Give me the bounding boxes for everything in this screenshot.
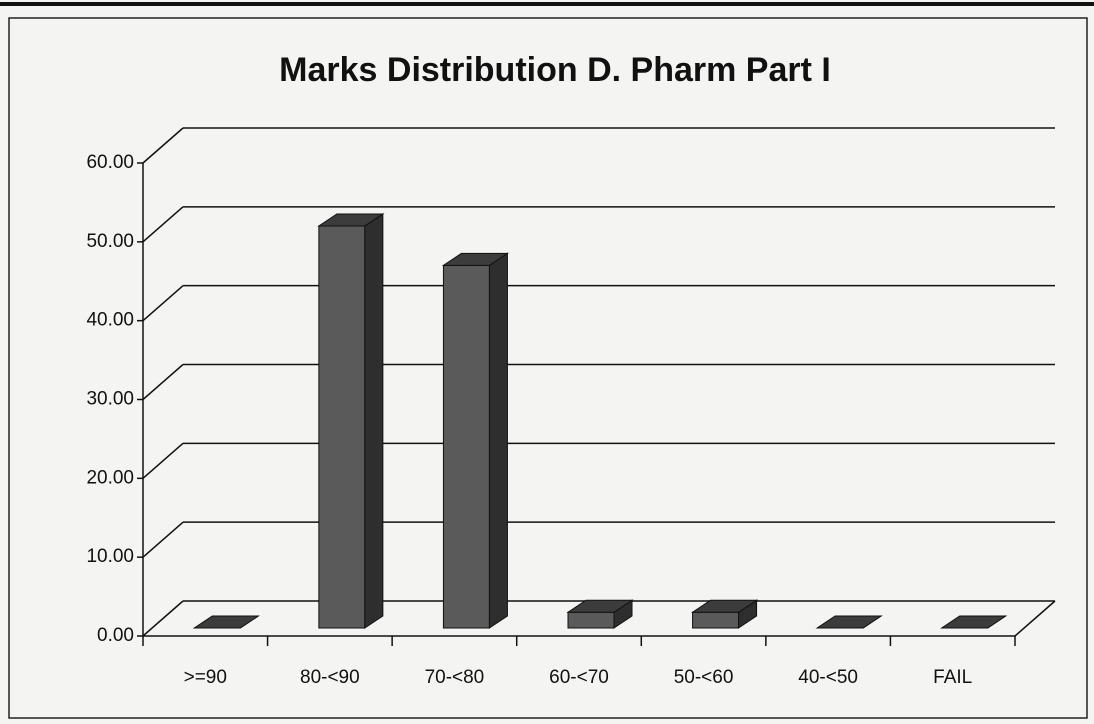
grid-line-side <box>142 206 184 243</box>
bar-side <box>488 252 508 629</box>
grid-line-side <box>142 285 184 322</box>
grid-line-side <box>142 442 184 479</box>
bar-top <box>192 615 260 629</box>
bar <box>317 213 385 629</box>
grid-line-side <box>142 127 184 164</box>
bar <box>815 615 883 629</box>
x-tick-label: 80-<90 <box>300 667 360 688</box>
chart-title: Marks Distribution D. Pharm Part I <box>279 51 831 89</box>
y-tick-label: 60.00 <box>86 152 134 173</box>
x-tick-label: 40-<50 <box>798 667 858 688</box>
grid-line-side <box>142 600 184 637</box>
bar <box>566 599 634 629</box>
y-tick-label: 20.00 <box>86 467 134 488</box>
bar-top <box>940 615 1008 629</box>
x-tick-label: 60-<70 <box>549 667 609 688</box>
bar-front <box>567 611 615 629</box>
y-tick-label: 50.00 <box>86 231 134 252</box>
y-tick-label: 40.00 <box>86 310 134 331</box>
bar-front <box>692 611 740 629</box>
bar-top <box>815 615 883 629</box>
bar-top <box>317 213 385 227</box>
bar <box>940 615 1008 629</box>
x-tick-label: >=90 <box>184 667 227 688</box>
y-tick-label: 10.00 <box>86 546 134 567</box>
bar-top <box>566 599 634 613</box>
bar-front <box>442 264 490 629</box>
bar-front <box>318 225 366 629</box>
bar <box>441 252 510 629</box>
x-tick-label: FAIL <box>933 667 972 688</box>
bar-side <box>364 213 384 629</box>
x-tick-label: 70-<80 <box>425 667 485 688</box>
grid-line-side <box>142 521 184 558</box>
x-tick-label: 50-<60 <box>674 667 734 688</box>
bar-top <box>690 599 759 613</box>
bar-top <box>441 252 510 266</box>
chart-frame <box>8 17 1088 719</box>
y-tick-label: 30.00 <box>86 389 134 410</box>
grid-line-side <box>142 363 184 401</box>
y-tick-label: 0.00 <box>97 625 134 646</box>
bar <box>192 615 260 629</box>
floor-right <box>1014 600 1056 637</box>
bar <box>690 599 759 629</box>
